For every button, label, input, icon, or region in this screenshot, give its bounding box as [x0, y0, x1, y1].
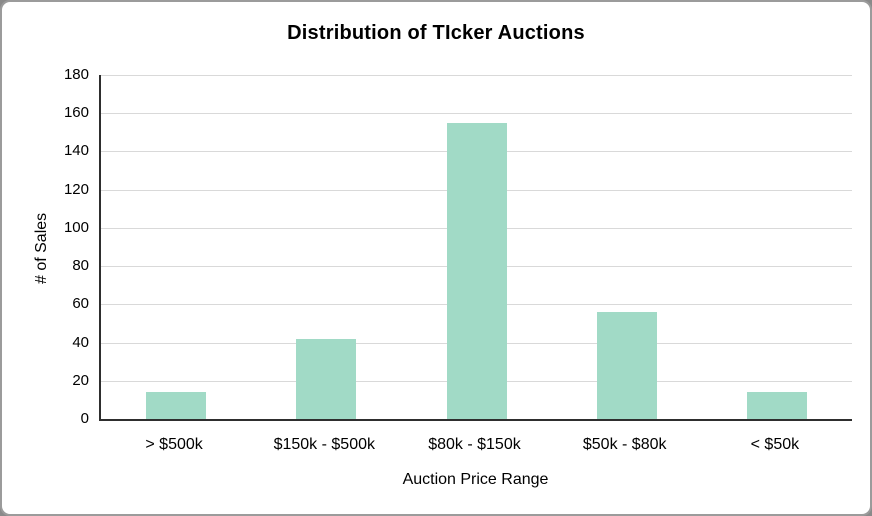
bar [146, 392, 207, 419]
y-tick-label: 60 [72, 295, 89, 313]
y-tick-label: 100 [63, 218, 89, 236]
y-tick-label: 0 [80, 410, 89, 427]
bar [596, 311, 657, 419]
x-tick-label: > $500k [145, 436, 203, 453]
y-tick-label: 120 [63, 180, 89, 198]
x-tick-label: $80k - $150k [428, 436, 521, 453]
gridline [101, 75, 852, 76]
chart-title: Distribution of TIcker Auctions [287, 22, 585, 44]
x-tick-label: < $50k [750, 436, 800, 453]
y-axis-title: # of Sales [33, 212, 50, 284]
gridline [101, 113, 852, 115]
y-tick-label: 180 [63, 66, 89, 83]
bar [746, 392, 807, 419]
x-tick-label: $50k - $80k [582, 436, 667, 453]
plot-area [99, 75, 852, 421]
bar [446, 122, 507, 419]
y-tick-label: 20 [72, 371, 89, 389]
y-tick-label: 160 [63, 104, 89, 122]
y-tick-label: 80 [72, 257, 89, 275]
x-axis-title: Auction Price Range [402, 471, 549, 488]
y-tick-label: 40 [72, 333, 89, 351]
y-tick-label: 140 [63, 142, 89, 160]
bar [296, 338, 357, 419]
x-tick-label: $150k - $500k [273, 436, 375, 453]
